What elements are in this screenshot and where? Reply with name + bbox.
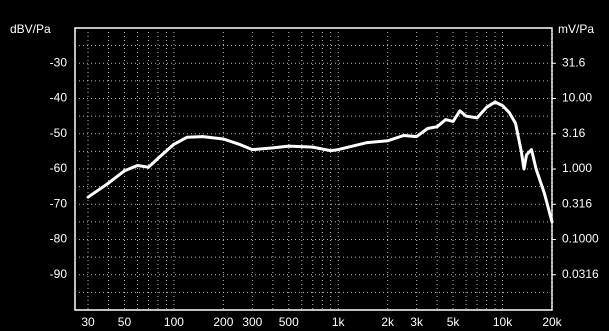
y-tick-label: -70 [50, 196, 68, 210]
y2-tick-label: 31.6 [562, 55, 586, 69]
x-tick-label: 100 [164, 315, 184, 329]
x-tick-label: 500 [279, 315, 299, 329]
x-tick-label: 5k [447, 315, 461, 329]
y-axis-label: dBV/Pa [10, 22, 51, 36]
x-tick-label: 10k [493, 315, 513, 329]
y-tick-label: -30 [50, 55, 68, 69]
y2-tick-label: 3.16 [562, 126, 586, 140]
response-curve [86, 100, 554, 224]
y-tick-label: -90 [50, 267, 68, 281]
y-tick-label: -40 [50, 91, 68, 105]
y2-tick-label: 0.1000 [562, 232, 599, 246]
x-tick-label: 200 [213, 315, 233, 329]
y2-axis-label: mV/Pa [558, 22, 594, 36]
plot-frame [74, 27, 553, 311]
y2-tick-label: 0.0316 [562, 267, 599, 281]
y-tick-label: -60 [50, 161, 68, 175]
x-tick-label: 300 [242, 315, 262, 329]
x-tick-label: 50 [118, 315, 132, 329]
y-tick-label: -80 [50, 232, 68, 246]
x-tick-label: 2k [381, 315, 395, 329]
x-tick-label: 30 [81, 315, 95, 329]
y2-tick-label: 10.00 [562, 91, 592, 105]
x-tick-label: 3k [410, 315, 424, 329]
y2-tick-label: 0.316 [562, 196, 592, 210]
x-tick-label: 1k [332, 315, 346, 329]
y-tick-label: -50 [50, 126, 68, 140]
y2-tick-label: 1.000 [562, 161, 592, 175]
x-tick-label: 20k [542, 315, 562, 329]
